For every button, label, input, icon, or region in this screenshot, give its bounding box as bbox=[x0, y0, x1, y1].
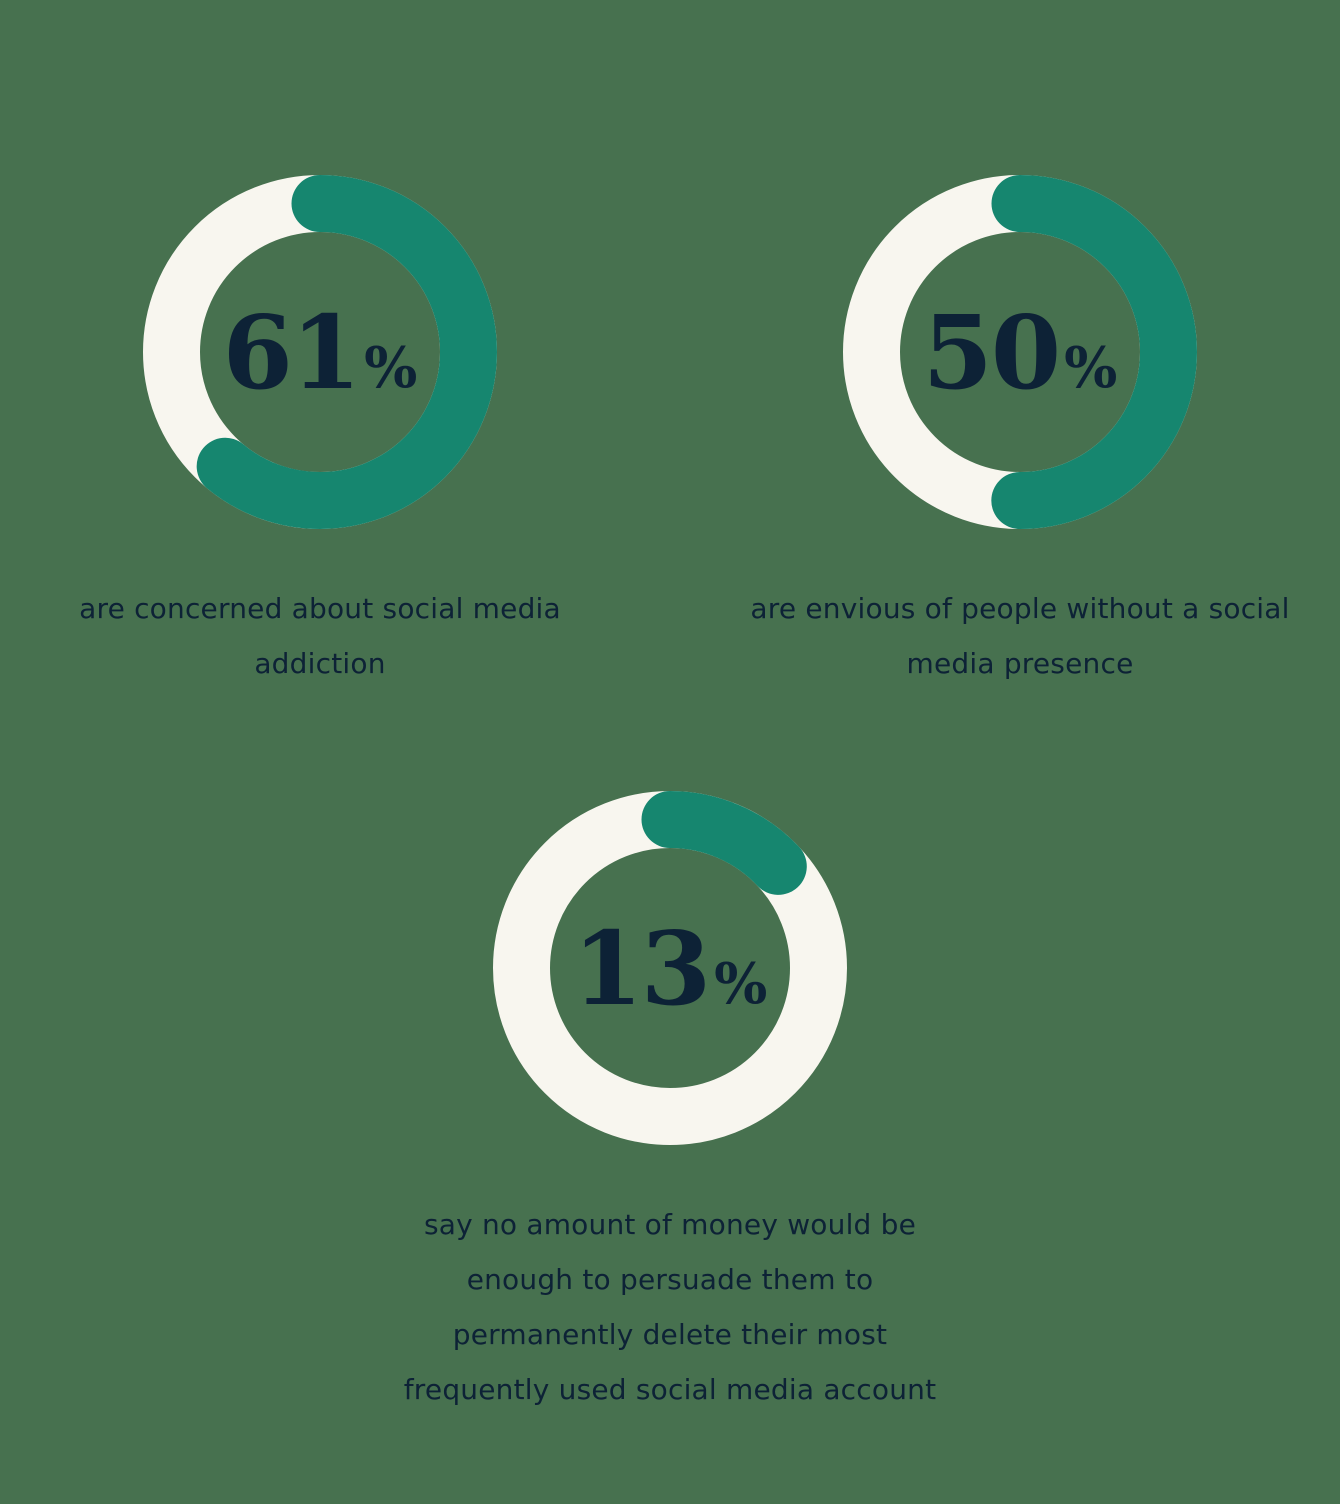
stats-row-top: 61% are concerned about social media add… bbox=[0, 175, 1340, 691]
donut-caption: are concerned about social media addicti… bbox=[79, 581, 561, 691]
caption-line: addiction bbox=[254, 647, 386, 680]
donut-ring-svg bbox=[843, 175, 1197, 529]
caption-line: are concerned about social media bbox=[79, 592, 561, 625]
caption-line: enough to persuade them to bbox=[466, 1263, 874, 1296]
donut-chart-50-percent: 50% bbox=[843, 175, 1197, 529]
caption-line: are envious of people without a social bbox=[750, 592, 1290, 625]
caption-line: frequently used social media account bbox=[403, 1373, 937, 1406]
donut-progress-arc bbox=[493, 791, 847, 1145]
stat-card-delete-account: 13% say no amount of money would be enou… bbox=[340, 791, 1000, 1417]
donut-caption: say no amount of money would be enough t… bbox=[404, 1197, 937, 1417]
stats-row-bottom: 13% say no amount of money would be enou… bbox=[0, 791, 1340, 1417]
donut-caption: are envious of people without a social m… bbox=[750, 581, 1289, 691]
donut-progress-arc bbox=[843, 175, 1197, 529]
donut-chart-13-percent: 13% bbox=[493, 791, 847, 1145]
caption-line: media presence bbox=[906, 647, 1134, 680]
donut-chart-61-percent: 61% bbox=[143, 175, 497, 529]
stat-card-social-media-addiction: 61% are concerned about social media add… bbox=[40, 175, 600, 691]
caption-line: permanently delete their most bbox=[452, 1318, 888, 1351]
donut-progress-arc bbox=[143, 175, 497, 529]
caption-line: say no amount of money would be bbox=[423, 1208, 917, 1241]
donut-ring-svg bbox=[493, 791, 847, 1145]
donut-ring-svg bbox=[143, 175, 497, 529]
stat-card-envious-of-no-social: 50% are envious of people without a soci… bbox=[740, 175, 1300, 691]
